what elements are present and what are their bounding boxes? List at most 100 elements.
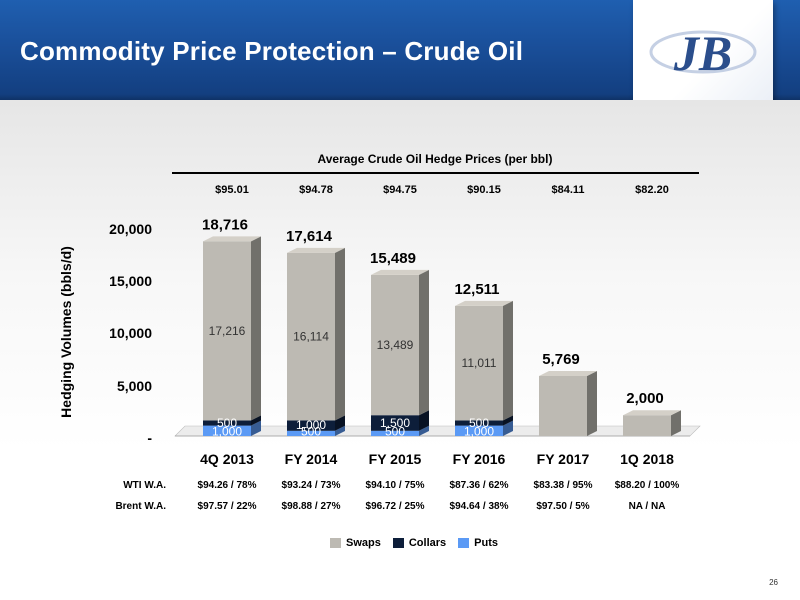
wti-value: $94.26 / 78% [197,480,257,491]
wti-row-label: WTI W.A. [123,480,166,491]
bar-side-swaps [419,269,429,416]
wti-value: $93.24 / 73% [281,480,341,491]
legend-label: Collars [408,537,447,549]
bar-top [371,269,429,275]
hedge-price-label: $95.01 [215,184,249,196]
logo-card: JB [633,0,773,110]
chart-bars [203,236,681,436]
segment-label-collars: 1,000 [296,418,326,432]
bar-collars [287,420,335,431]
x-tick-label: FY 2016 [452,451,506,467]
total-label: 5,769 [542,351,580,368]
segment-label-puts: 1,000 [464,425,494,439]
y-tick-label: 5,000 [116,378,152,394]
bar-top [539,371,597,377]
hedge-price-label: $90.15 [467,184,501,196]
segment-label-swaps: 16,114 [293,330,329,344]
segment-label-swaps: 17,216 [209,324,246,338]
bar-collars [203,420,251,426]
bar-swaps [539,376,587,436]
bar-swaps [203,241,251,421]
x-tick-label: FY 2015 [368,451,422,467]
segment-label-puts: 500 [301,425,321,439]
bar-puts [455,425,503,436]
y-tick-label: 10,000 [109,325,152,341]
bar-side-puts [419,425,429,436]
segment-label-swaps: 13,489 [377,338,414,352]
legend-label: Swaps [346,537,381,549]
legend-swatch-collars [392,538,404,548]
segment-label-puts: 1,000 [212,425,242,439]
total-label: 17,614 [286,228,333,245]
hedge-price-label: $94.78 [299,184,333,196]
bar-swaps [371,274,419,416]
brent-value: $98.88 / 27% [281,501,341,512]
bar-top [203,236,261,242]
chart-labels: 18,71617,2165001,00017,61416,1141,000500… [202,216,664,438]
x-tick-label: FY 2014 [284,451,338,467]
hedge-price-label: $82.20 [635,184,669,196]
legend-item-swaps: Swaps [330,537,381,549]
bar-side-collars [335,415,345,431]
bar-top [287,247,345,253]
bar-swaps [455,305,503,421]
legend-swatch-puts [458,538,470,548]
bar-side-collars [251,415,261,426]
legend-item-collars: Collars [392,537,447,549]
bar-collars [455,420,503,426]
bar-top [455,300,513,306]
bar-collars [371,415,419,431]
bar-top [623,410,681,416]
x-tick-label: 1Q 2018 [620,451,674,467]
segment-label-puts: 500 [385,425,405,439]
bar-puts [203,425,251,436]
bar-side-puts [503,420,513,436]
legend-swatch-swaps [330,538,341,548]
company-logo: JB [649,25,757,81]
page-number: 26 [769,578,778,587]
total-label: 15,489 [370,250,416,267]
legend-item-puts: Puts [458,537,498,549]
brent-value: $97.50 / 5% [536,501,590,512]
segment-label-collars: 500 [217,416,237,430]
bar-side-swaps [251,236,261,421]
wti-value: $83.38 / 95% [533,480,593,491]
hedge-price-label: $94.75 [383,184,417,196]
segment-label-swaps: 11,011 [462,356,497,370]
y-tick-label: 20,000 [109,221,152,237]
wti-value: $94.10 / 75% [365,480,425,491]
total-label: 2,000 [626,390,664,407]
bar-puts [287,430,335,436]
brent-row-label: Brent W.A. [115,501,166,512]
hedge-prices-title: Average Crude Oil Hedge Prices (per bbl) [317,152,553,166]
brent-value: $94.64 / 38% [449,501,509,512]
bar-puts [371,430,419,436]
bar-swaps [287,252,335,421]
x-tick-label: 4Q 2013 [200,451,254,467]
bar-side-swaps [335,247,345,421]
y-tick-label: - [147,430,152,446]
y-tick-label: 15,000 [109,273,152,289]
hedge-price-label: $84.11 [551,184,585,196]
bar-side-swaps [671,410,681,436]
total-label: 12,511 [454,281,499,298]
bar-side-puts [335,425,345,436]
hedge-prices-rule [172,172,699,174]
brent-value: $97.57 / 22% [197,501,257,512]
logo-monogram: JB [673,25,732,81]
chart-legend: Swaps Collars Puts [330,536,498,550]
brent-value: $96.72 / 25% [365,501,425,512]
segment-label-collars: 500 [469,416,489,430]
bar-side-swaps [503,300,513,421]
legend-label: Puts [474,537,498,549]
bar-side-swaps [587,371,597,436]
wti-value: $88.20 / 100% [614,480,680,491]
total-label: 18,716 [202,216,248,233]
bar-side-collars [503,415,513,426]
slide-title: Commodity Price Protection – Crude Oil [20,36,524,66]
bar-swaps [623,415,671,436]
bar-side-collars [419,410,429,431]
segment-label-collars: 1,500 [380,416,410,430]
wti-value: $87.36 / 62% [449,480,509,491]
